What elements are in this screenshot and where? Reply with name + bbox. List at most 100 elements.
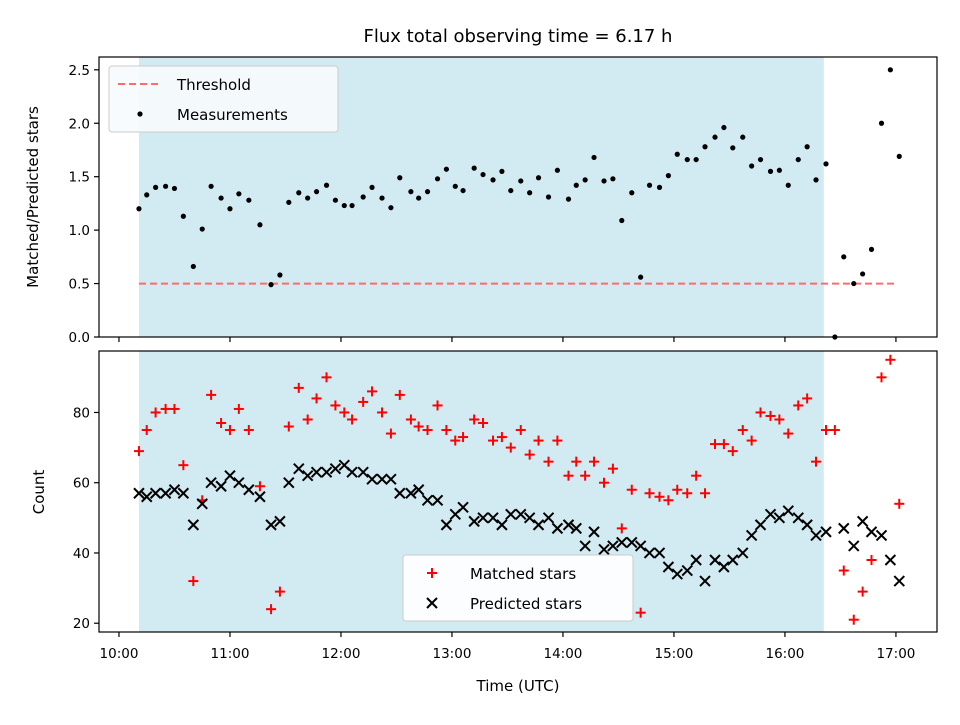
- predicted-star-point: [320, 466, 333, 478]
- predicted-star-point: [149, 487, 162, 499]
- measurement-point: [424, 189, 431, 195]
- matched-legend-marker: [427, 568, 437, 578]
- predicted-star-point: [412, 484, 425, 496]
- matched-star-point: [783, 428, 794, 439]
- predicted-star-point: [385, 473, 397, 485]
- predicted-star-point: [133, 487, 145, 499]
- matched-star-point: [302, 414, 313, 425]
- predicted-star-point: [754, 519, 767, 531]
- measurement-point: [712, 134, 718, 140]
- predicted-star-point: [884, 554, 897, 566]
- matched-star-point: [755, 407, 766, 418]
- measurement-point: [162, 183, 169, 189]
- matched-star-point: [243, 425, 254, 436]
- matched-star-point: [811, 456, 822, 467]
- x-tick-label: 16:00: [765, 646, 804, 662]
- measurement-point: [323, 182, 330, 188]
- predicted-star-point: [542, 512, 555, 524]
- measurement-point: [341, 202, 347, 209]
- predicted-star-point: [570, 522, 582, 535]
- predicted-star-point: [727, 554, 739, 566]
- predicted-star-point: [681, 564, 693, 577]
- legend-label-threshold: Threshold: [176, 76, 251, 94]
- measurement-point: [629, 190, 635, 196]
- predicted-star-point: [243, 484, 255, 496]
- top-panel: 0.0 0.5 1.0 1.5 2.0 2.5 Matched/Predicted sta…: [24, 56, 938, 346]
- predicted-star-point: [310, 466, 323, 478]
- top-y-tick-label: 0.0: [69, 330, 90, 346]
- predicted-star-point: [177, 487, 190, 499]
- measurement-point: [508, 187, 514, 194]
- measurement-point: [601, 178, 607, 184]
- measurement-point: [545, 194, 552, 200]
- predicted-star-point: [773, 512, 786, 524]
- matched-star-point: [746, 435, 757, 446]
- measurement-point: [518, 178, 524, 184]
- predicted-star-point: [515, 508, 527, 521]
- predicted-star-point: [737, 547, 749, 559]
- predicted-star-point: [699, 575, 711, 587]
- predicted-star-point: [505, 508, 517, 521]
- measurement-point: [379, 195, 385, 201]
- matched-star-point: [543, 456, 554, 467]
- measurement-point: [471, 165, 477, 171]
- matched-star-point: [672, 484, 683, 495]
- matched-star-point: [599, 477, 610, 488]
- top-y-ticks: 0.0 0.5 1.0 1.5 2.0 2.5: [69, 63, 99, 346]
- matched-star-point: [413, 421, 424, 432]
- measurement-point: [582, 177, 588, 183]
- matched-star-point: [254, 481, 265, 492]
- predicted-legend-marker: [426, 597, 438, 609]
- matched-star-point: [682, 488, 693, 499]
- measurement-point: [554, 167, 561, 173]
- measurement-point: [860, 271, 866, 277]
- measurement-point: [887, 67, 893, 73]
- measurement-point: [730, 145, 736, 151]
- matched-star-point: [607, 463, 618, 474]
- matched-star-point: [441, 425, 452, 436]
- measurement-point: [268, 282, 274, 288]
- predicted-star-point: [690, 554, 702, 566]
- measurement-point: [313, 189, 320, 195]
- matched-star-point: [821, 425, 832, 436]
- matched-star-point: [450, 435, 461, 446]
- measurement-point: [591, 154, 597, 161]
- predicted-star-point: [616, 536, 628, 549]
- bottom-y-ticks: 20 40 60 80: [73, 405, 99, 632]
- measurement-point: [296, 190, 302, 196]
- predicted-star-point: [233, 477, 245, 489]
- measurement-points: [136, 67, 902, 340]
- predicted-star-point: [301, 469, 314, 482]
- bottom-plot-frame: [98, 350, 938, 633]
- matched-star-point: [533, 435, 544, 446]
- measurement-point: [349, 202, 355, 209]
- predicted-star-point: [820, 526, 832, 538]
- matched-star-point: [571, 456, 582, 467]
- measurement-point: [619, 217, 625, 224]
- measurement-point: [776, 167, 782, 173]
- x-tick-label: 10:00: [100, 646, 139, 662]
- predicted-star-point: [159, 487, 172, 499]
- measurement-point: [804, 144, 810, 150]
- measurement-point: [480, 171, 486, 178]
- predicted-star-point: [607, 540, 619, 552]
- matched-star-point: [802, 393, 813, 404]
- predicted-star-point: [215, 480, 227, 492]
- predicted-star-point: [875, 529, 888, 542]
- top-x-ticks: [118, 337, 897, 342]
- predicted-star-point: [357, 466, 369, 478]
- top-y-axis-label: Matched/Predicted stars: [24, 106, 42, 288]
- matched-star-point: [654, 491, 665, 502]
- measurement-point: [767, 168, 774, 174]
- matched-star-point: [469, 414, 480, 425]
- matched-star-point: [691, 470, 702, 481]
- predicted-star-point: [205, 477, 217, 489]
- measurement-point: [218, 195, 224, 201]
- predicted-star-point: [421, 494, 434, 506]
- matched-star-point: [141, 425, 152, 436]
- predicted-star-point: [532, 519, 545, 531]
- measurement-point: [527, 190, 533, 196]
- measurement-point: [460, 187, 466, 194]
- measurement-point: [443, 166, 450, 172]
- predicted-star-point: [487, 512, 499, 524]
